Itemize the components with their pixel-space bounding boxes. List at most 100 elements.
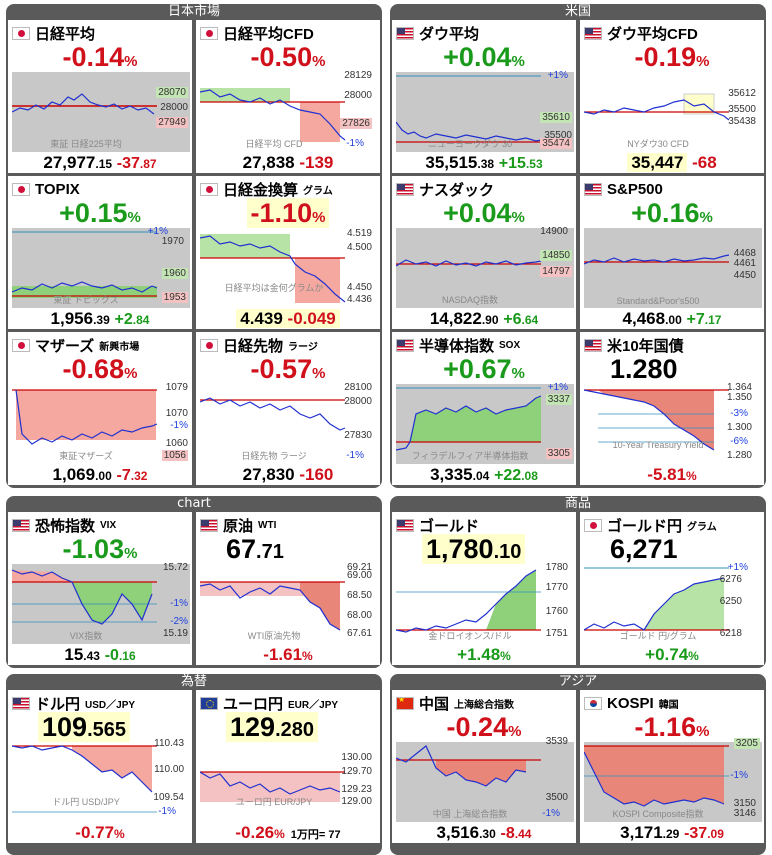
card-title: 日経平均 (35, 25, 96, 43)
section-title: 日本市場 (167, 4, 220, 19)
change-percent: -0.24% (446, 712, 522, 742)
mini-chart[interactable]: 28100 28000 27830 -1% 日経先物 ラージ (200, 382, 378, 464)
card-nikkei-futures[interactable]: 日経先物 ラージ -0.57% 28100 28000 27830 -1% 日経先… (196, 332, 380, 485)
y-label: 35612 (728, 88, 756, 99)
jp-flag-icon (200, 338, 218, 352)
card-vix[interactable]: 恐怖指数 VIX -1.03% 15.72 -1% -2% 15.19 VIX指数… (8, 512, 192, 665)
card-gold-yen[interactable]: ゴールド円 グラム 6,271 +1% 6276 6250 6218 ゴールド 円… (580, 512, 764, 665)
us-flag-icon (396, 182, 414, 196)
mini-chart[interactable]: 35612 35500 35438 NYダウ30 CFD (584, 72, 762, 152)
mini-chart[interactable]: +1% 1970 1960 1953 東証 トピックス (12, 226, 190, 308)
card-title: 半導体指数 (419, 337, 495, 355)
card-gold-nikkei[interactable]: 日経金換算 グラム -1.10% 4.519 4.500 4.450 4.436 … (196, 176, 380, 329)
card-usdjpy[interactable]: ドル円 USD／JPY 109.565 110.43 110.00 109.54 … (8, 690, 192, 843)
y-label: -2% (170, 616, 188, 627)
chart-svg (12, 231, 158, 298)
chart-watermark: NYダウ30 CFD (627, 139, 689, 149)
us-flag-icon (12, 696, 30, 710)
y-label: 1056 (161, 450, 188, 461)
mini-chart[interactable]: 1.364 1.350 -3% 1.300 -6% 1.280 10-Year … (584, 382, 762, 464)
chart-svg (396, 387, 542, 451)
mini-chart[interactable]: 4.519 4.500 4.450 4.436 日経平均は金何グラムか (200, 228, 378, 308)
card-wti[interactable]: 原油 WTI 67.71 69.21 69.00 68.50 68.00 67.6… (196, 512, 380, 665)
card-subtitle: 韓国 (658, 699, 679, 711)
y-label: 1.300 (726, 422, 752, 433)
change-percent: -0.57% (250, 354, 326, 384)
mini-chart[interactable]: 130.00 129.70 129.23 129.00 ユーロ円 EUR/JPY (200, 742, 378, 822)
mini-chart[interactable]: +1% 6276 6250 6218 ゴールド 円/グラム (584, 562, 762, 644)
mini-chart[interactable]: 28070 28000 27949 東証 日経225平均 (12, 72, 190, 152)
y-label: 28070 (156, 87, 188, 98)
section-title: アジア (558, 674, 598, 689)
card-sox[interactable]: 半導体指数 SOX +0.67% +1% 3337 3305 フィラデルフィア半導… (392, 332, 576, 485)
card-nikkei-cfd[interactable]: 日経平均CFD -0.50% 28129 28000 27826 -1% 日経平… (196, 20, 380, 173)
card-us10y[interactable]: 米10年国債 1.280 1.364 1.350 -3% 1.300 -6% 1… (580, 332, 764, 485)
card-dow-cfd[interactable]: ダウ平均CFD -0.19% 35612 35500 35438 NYダウ30 … (580, 20, 764, 173)
y-label: 28000 (344, 396, 372, 407)
mini-chart[interactable]: 4468 4461 4450 Standard&Poor's500 (584, 228, 762, 308)
chart-svg (584, 93, 730, 121)
change-percent: +0.67% (443, 354, 525, 384)
y-label: 35500 (728, 104, 756, 115)
card-subtitle: USD／JPY (85, 699, 136, 711)
card-title: 日経金換算 (223, 181, 299, 199)
mini-chart[interactable]: 1079 1070 -1% 1060 1056 東証マザーズ (12, 382, 190, 464)
card-gold[interactable]: ゴールド 1,780.10 1780 1770 1760 1751 金ドロイオン… (392, 512, 576, 665)
chart-svg (200, 88, 346, 142)
chart-svg (396, 75, 542, 143)
change-percent: -1.10% (196, 198, 380, 228)
y-label: 28100 (344, 382, 372, 393)
mini-chart[interactable]: 110.43 110.00 109.54 -1% ドル円 USD/JPY (12, 738, 190, 822)
y-label: 1070 (165, 408, 188, 419)
mini-chart[interactable]: +1% 35610 35500 35474 ニューヨークダウ 30 (396, 70, 574, 152)
card-dow[interactable]: ダウ平均 +0.04% +1% 35610 35500 35474 ニューヨーク… (392, 20, 576, 173)
y-label: -1% (542, 808, 560, 819)
y-label: 1079 (165, 382, 188, 393)
mini-chart[interactable]: 69.21 69.00 68.50 68.00 67.61 WTI原油先物 (200, 562, 378, 644)
mini-chart[interactable]: 1780 1770 1760 1751 金ドロイオンス/ドル (396, 562, 574, 644)
mini-chart[interactable]: 14900 14850 14797 NASDAQ指数 (396, 226, 574, 308)
card-title: S&P500 (607, 180, 663, 198)
section-title: 商品 (564, 496, 591, 511)
mini-chart[interactable]: +1% 3337 3305 フィラデルフィア半導体指数 (396, 382, 574, 464)
y-label: 1751 (545, 628, 568, 639)
y-label: -1% (730, 770, 748, 781)
card-sp500[interactable]: S&P500 +0.16% 4468 4461 4450 Standard&Po… (580, 176, 764, 329)
mini-chart[interactable]: 3539 3500 -1% 中国 上海総合指数 (396, 736, 574, 822)
card-nasdaq[interactable]: ナスダック +0.04% 14900 14850 14797 NASDAQ指数 … (392, 176, 576, 329)
card-title: ゴールド (419, 517, 480, 535)
price-line: 14,822.90 +6.64 (429, 309, 539, 328)
y-label: 1.364 (726, 382, 752, 393)
y-label: 129.00 (341, 796, 372, 807)
y-label: 27830 (344, 430, 372, 441)
card-topix[interactable]: TOPIX +0.15% +1% 1970 1960 1953 東証 トピックス… (8, 176, 192, 329)
card-title: ゴールド円 (607, 517, 683, 535)
y-label: 1970 (161, 236, 184, 247)
chart-watermark: 日経平均は金何グラムか (224, 283, 324, 293)
card-kospi[interactable]: KOSPI 韓国 -1.16% 3205 -1% 3150 3146 KOSPI … (580, 690, 764, 843)
card-mothers[interactable]: マザーズ 新興市場 -0.68% 1079 1070 -1% 1060 1056 … (8, 332, 192, 485)
us-flag-icon (584, 338, 602, 352)
change-percent: -0.26% 1万円= 77 (235, 823, 341, 842)
y-label: 4.450 (346, 282, 372, 293)
card-title: ナスダック (419, 181, 495, 199)
y-label: -1% (170, 598, 188, 609)
card-title: 恐怖指数 (35, 517, 96, 535)
change-percent: -0.77% (75, 823, 125, 842)
chart-watermark: VIX指数 (69, 631, 103, 641)
chart-watermark: 10-Year Treasury Yield (612, 440, 704, 450)
chart-watermark: WTI原油先物 (247, 631, 301, 641)
card-eurjpy[interactable]: ユーロ円 EUR／JPY 129.280 130.00 129.70 129.23… (196, 690, 380, 843)
y-label: -1% (170, 420, 188, 431)
y-label: 3337 (545, 394, 572, 405)
card-subtitle: グラム (303, 185, 333, 197)
y-label: 6218 (719, 628, 742, 639)
card-nikkei[interactable]: 日経平均 -0.14% 28070 28000 27949 東証 日経225平均… (8, 20, 192, 173)
mini-chart[interactable]: 3205 -1% 3150 3146 KOSPI Composite指数 (584, 738, 762, 822)
change-percent: -5.81% (647, 465, 697, 484)
y-label: 1060 (165, 438, 188, 449)
mini-chart[interactable]: 28129 28000 27826 -1% 日経平均 CFD (200, 70, 378, 152)
mini-chart[interactable]: 15.72 -1% -2% 15.19 VIX指数 (12, 562, 190, 644)
y-label: -3% (730, 408, 748, 419)
